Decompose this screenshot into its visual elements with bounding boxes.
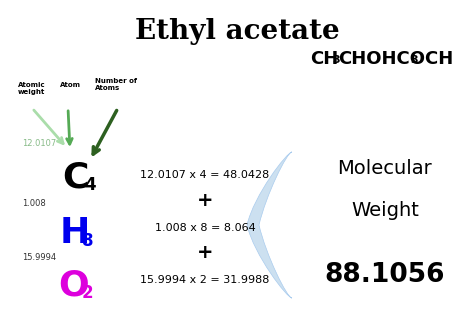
- Text: H: H: [60, 216, 91, 250]
- Text: Atomic
weight: Atomic weight: [18, 82, 46, 95]
- Text: 3: 3: [332, 55, 340, 65]
- Text: C: C: [62, 161, 88, 195]
- Text: Ethyl acetate: Ethyl acetate: [135, 18, 339, 45]
- Text: 8: 8: [82, 232, 93, 250]
- Text: O: O: [58, 268, 89, 302]
- Text: Molecular: Molecular: [337, 158, 432, 178]
- Text: 2: 2: [82, 284, 94, 302]
- Text: 15.9994 x 2 = 31.9988: 15.9994 x 2 = 31.9988: [140, 275, 270, 285]
- Text: 12.0107 x 4 = 48.0428: 12.0107 x 4 = 48.0428: [140, 170, 270, 180]
- Text: 88.1056: 88.1056: [325, 262, 445, 288]
- Text: Number of
Atoms: Number of Atoms: [95, 78, 137, 91]
- Text: CHOHCOCH: CHOHCOCH: [338, 50, 453, 68]
- Text: 4: 4: [84, 176, 96, 194]
- Text: CH: CH: [310, 50, 338, 68]
- Text: 3: 3: [410, 55, 418, 65]
- Text: 1.008: 1.008: [22, 199, 46, 208]
- Text: 15.9994: 15.9994: [22, 253, 56, 262]
- Text: 12.0107: 12.0107: [22, 139, 56, 148]
- Text: Weight: Weight: [351, 201, 419, 219]
- PathPatch shape: [247, 152, 292, 298]
- Text: +: +: [197, 191, 213, 210]
- Text: Atom: Atom: [60, 82, 81, 88]
- Text: 1.008 x 8 = 8.064: 1.008 x 8 = 8.064: [155, 223, 255, 233]
- Text: +: +: [197, 242, 213, 262]
